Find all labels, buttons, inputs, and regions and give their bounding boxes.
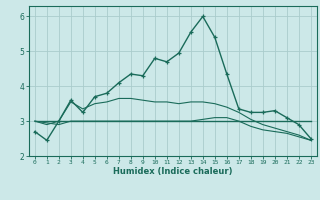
X-axis label: Humidex (Indice chaleur): Humidex (Indice chaleur) — [113, 167, 233, 176]
